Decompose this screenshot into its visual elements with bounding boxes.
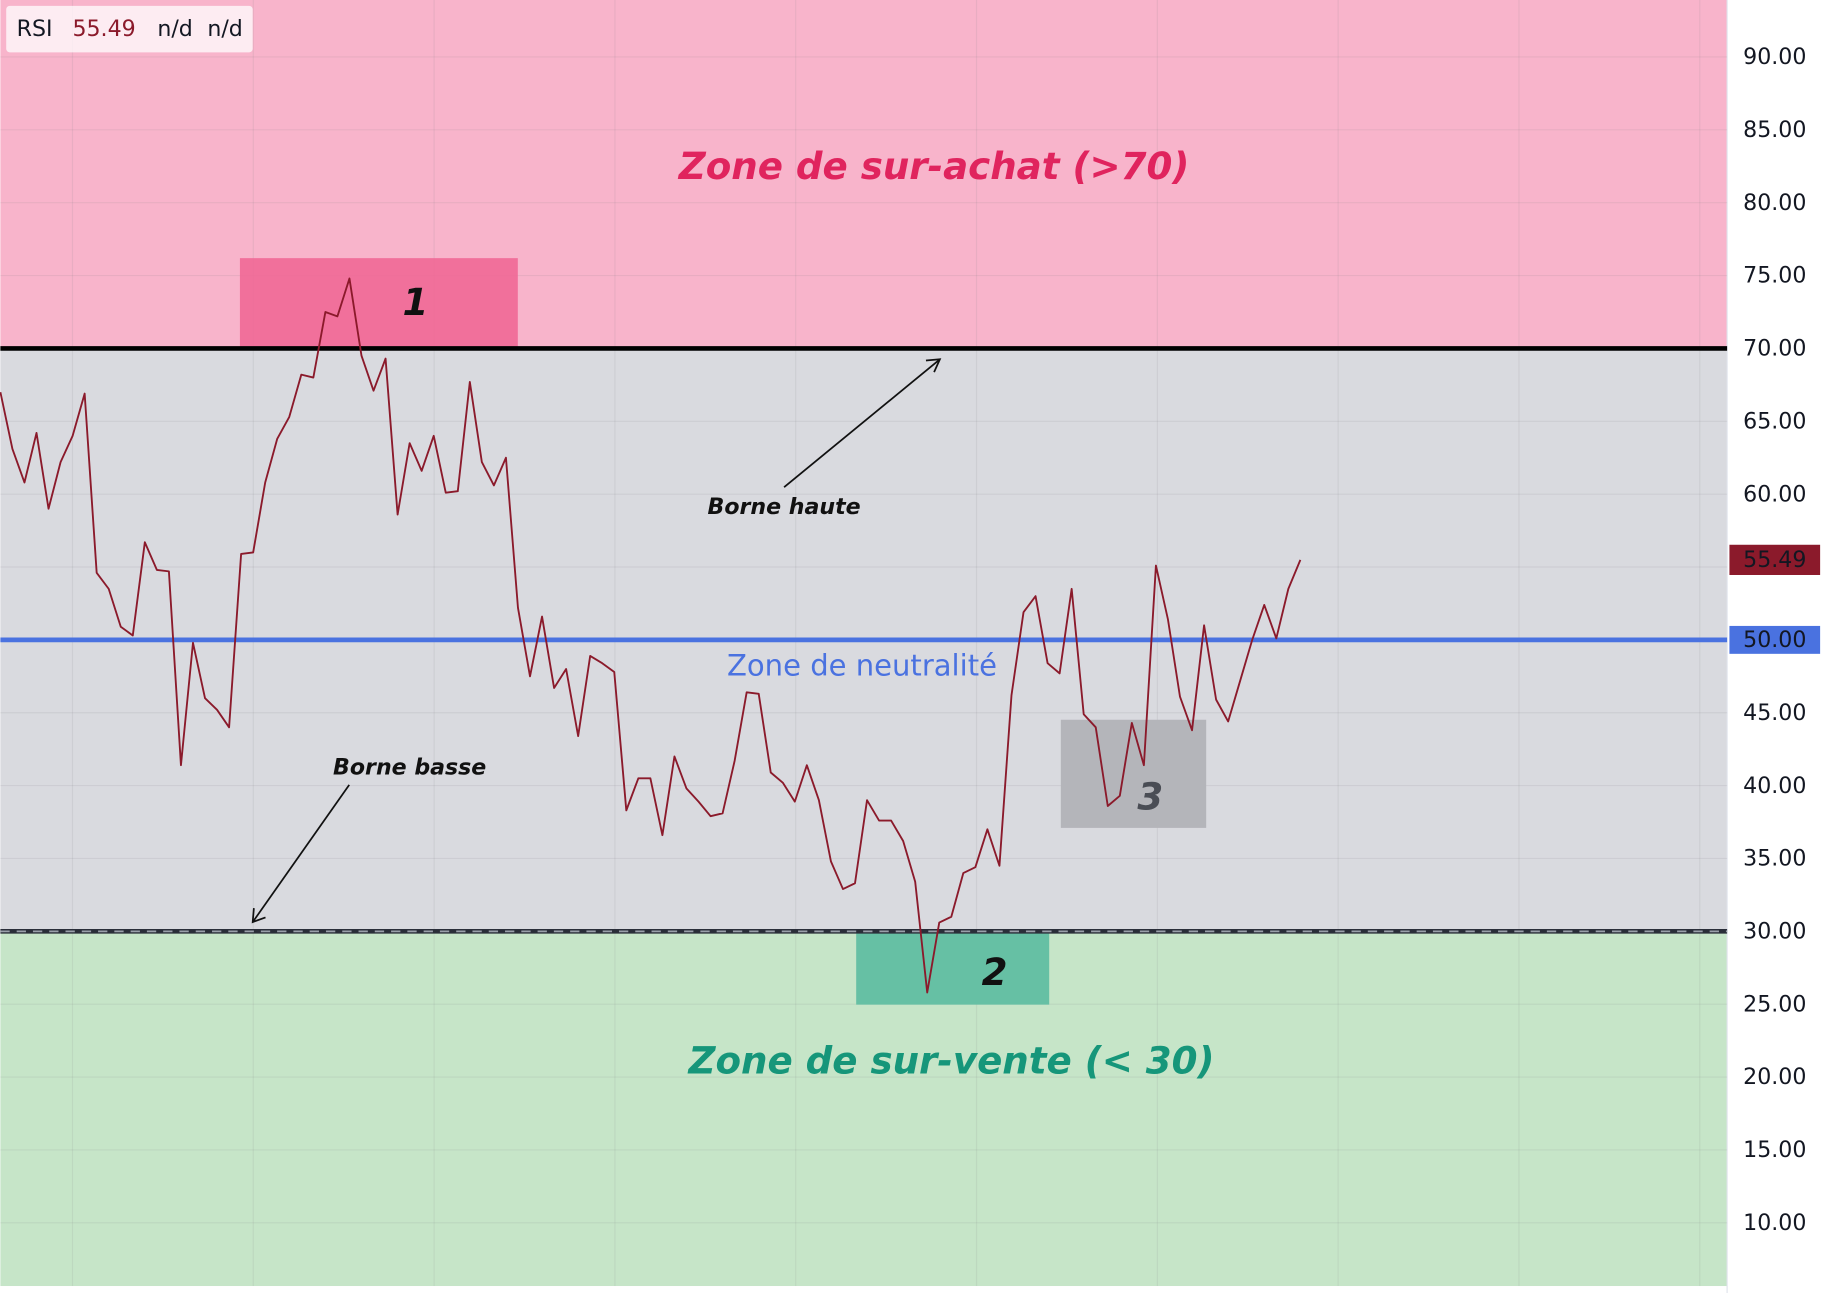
arrow (251, 784, 350, 923)
highlight-box (239, 258, 518, 349)
zone-label: Zone de neutralité (727, 648, 997, 682)
y-tick-label: 40.00 (1743, 773, 1806, 799)
last-value-label: 55.49 (1743, 547, 1806, 573)
arrowhead (251, 908, 266, 924)
y-tick-label: 20.00 (1743, 1064, 1806, 1090)
y-tick-label: 15.00 (1743, 1137, 1806, 1163)
y-tick-label: 65.00 (1743, 408, 1806, 434)
annotation: Borne haute (708, 494, 861, 520)
arrowhead (925, 358, 942, 373)
y-tick-label: 85.00 (1743, 117, 1806, 143)
zone-label: Zone de sur-vente (< 30) (688, 1038, 1215, 1082)
y-tick-label: 10.00 (1743, 1210, 1806, 1236)
y-tick-label: 35.00 (1743, 846, 1806, 872)
y-tick-label: 30.00 (1743, 918, 1806, 944)
level-badge (1729, 625, 1821, 654)
annotation: Borne basse (333, 755, 486, 781)
highlight-box (1060, 719, 1207, 828)
rsi-line (0, 277, 1302, 994)
y-tick-label: 60.00 (1743, 481, 1806, 507)
y-tick-label: 45.00 (1743, 700, 1806, 726)
zone-label: Zone de sur-achat (>70) (678, 144, 1190, 188)
highlight-box (856, 931, 1050, 1005)
legend-name: RSI (17, 16, 53, 42)
legend-value: 55.49 (72, 16, 135, 42)
y-tick-label: 75.00 (1743, 263, 1806, 289)
y-tick-label: 70.00 (1743, 336, 1806, 362)
box-number: 1 (403, 280, 429, 324)
y-tick-label: 50.00 (1743, 627, 1806, 653)
box-number: 2 (982, 950, 1008, 994)
y-tick-label: 25.00 (1743, 991, 1806, 1017)
legend-extra: n/d (207, 16, 242, 42)
y-tick-label: 80.00 (1743, 190, 1806, 216)
legend-box (6, 5, 253, 53)
last-value-badge (1729, 544, 1821, 575)
arrow (783, 358, 941, 488)
legend-extra: n/d (157, 16, 192, 42)
box-number: 3 (1137, 774, 1163, 818)
y-tick-label: 90.00 (1743, 44, 1806, 70)
